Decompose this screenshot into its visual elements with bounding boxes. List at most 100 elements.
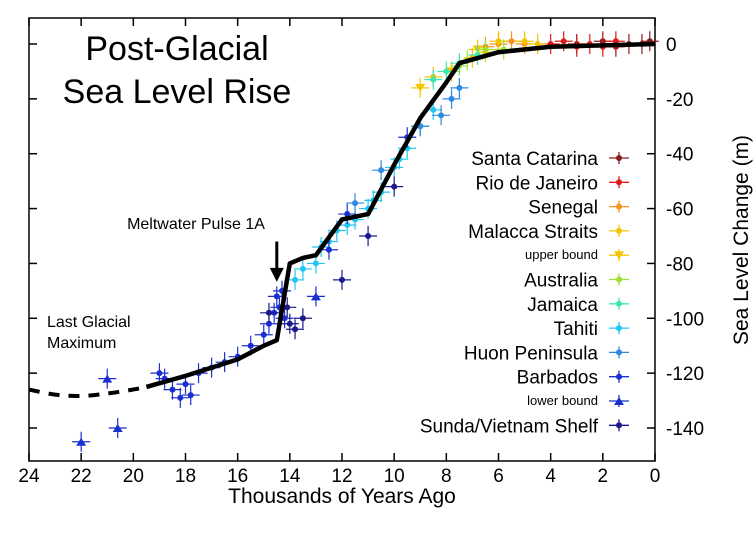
data-point — [260, 331, 267, 338]
data-point — [273, 293, 280, 300]
x-tick-label: 0 — [650, 466, 661, 487]
data-point — [495, 38, 502, 45]
data-point — [430, 106, 437, 113]
legend-marker — [616, 349, 622, 356]
data-point — [443, 68, 450, 75]
series-sunda-vietnam-shelf — [259, 176, 404, 340]
x-tick-label: 16 — [227, 466, 248, 487]
x-tick-label: 24 — [18, 466, 40, 487]
legend-marker — [616, 179, 622, 186]
y-tick-label: -60 — [666, 200, 693, 221]
x-tick-label: 18 — [175, 466, 196, 487]
trend-curves — [28, 41, 656, 398]
data-point — [265, 320, 272, 327]
x-tick-label: 2 — [598, 466, 609, 487]
data-point — [534, 41, 541, 47]
meltwater-pulse-label: Meltwater Pulse 1A — [127, 216, 265, 233]
data-point — [560, 38, 567, 45]
arrow-head — [269, 267, 284, 282]
series-lower-bound — [72, 286, 325, 452]
data-point — [391, 183, 398, 190]
x-tick-label: 4 — [545, 466, 556, 487]
data-point — [456, 84, 463, 91]
x-tick-label: 14 — [279, 466, 301, 487]
legend-label: Malacca Straits — [468, 222, 598, 243]
legend-marker — [616, 227, 622, 234]
y-axis-label: Sea Level Change (m) — [730, 135, 753, 345]
data-point — [247, 342, 254, 349]
data-point — [299, 315, 306, 322]
data-point — [187, 392, 194, 399]
data-point — [286, 320, 293, 327]
data-point — [177, 394, 184, 401]
data-point — [169, 386, 176, 393]
tick-marks — [28, 18, 656, 461]
x-tick-label: 10 — [384, 466, 405, 487]
data-point — [521, 38, 528, 45]
legend-marker — [616, 373, 622, 380]
y-tick-label: -140 — [666, 419, 704, 440]
legend-label: Sunda/Vietnam Shelf — [420, 416, 599, 437]
x-tick-label: 6 — [493, 466, 504, 487]
data-point — [292, 326, 299, 333]
y-tick-label: -20 — [666, 90, 693, 111]
data-point — [344, 211, 351, 218]
data-point — [430, 76, 437, 83]
legend-label: Barbados — [517, 368, 598, 389]
legend-label: Tahiti — [554, 319, 598, 340]
y-tick-label: 0 — [666, 35, 677, 56]
data-point — [344, 222, 351, 229]
legend-label: upper bound — [525, 247, 598, 262]
data-point — [339, 276, 345, 283]
lgm-label-line-1: Last Glacial — [47, 314, 131, 331]
legend-marker — [616, 203, 622, 210]
legend-marker — [616, 325, 622, 332]
legend-marker — [614, 397, 624, 405]
legend-marker — [616, 300, 622, 307]
data-point — [352, 200, 359, 207]
meltwater-pulse-arrow — [269, 241, 284, 282]
legend-label: Senegal — [528, 198, 598, 219]
legend-label: Huon Peninsula — [464, 343, 599, 364]
sea-level-curve — [145, 41, 656, 390]
data-point — [76, 437, 87, 446]
data-point — [508, 38, 515, 45]
x-tick-label: 20 — [123, 466, 144, 487]
x-axis-label: Thousands of Years Ago — [228, 485, 456, 508]
chart-title-line-1: Post-Glacial — [85, 30, 268, 68]
data-point — [448, 95, 455, 102]
data-point — [284, 304, 291, 311]
legend-marker — [616, 276, 622, 283]
data-point — [438, 112, 445, 119]
legend-label: lower bound — [527, 393, 598, 408]
data-point — [265, 309, 272, 316]
legend-label: Rio de Janeiro — [475, 173, 598, 194]
data-point — [325, 246, 332, 253]
legend-marker — [616, 155, 622, 161]
legend-label: Santa Catarina — [471, 149, 598, 170]
y-tick-label: -100 — [666, 309, 704, 330]
data-point — [299, 265, 306, 272]
chart-title-line-2: Sea Level Rise — [63, 73, 292, 111]
data-point — [182, 381, 189, 388]
legend-label: Jamaica — [527, 295, 598, 316]
legend-label: Australia — [524, 271, 598, 292]
legend-marker — [616, 422, 622, 429]
data-point — [612, 38, 619, 45]
series-huon-peninsula — [346, 77, 469, 214]
data-point — [281, 315, 288, 322]
data-point — [102, 374, 113, 383]
legend: Santa Catarina Rio de Janeiro Senegal Malac… — [420, 149, 629, 437]
x-tick-label: 22 — [71, 466, 92, 487]
data-point — [482, 46, 489, 53]
lgm-label-line-2: Maximum — [47, 335, 116, 352]
tick-labels: 24 22 20 18 16 14 12 10 8 6 4 2 00-20-40-60-80-100-1… — [18, 35, 704, 487]
y-tick-label: -40 — [666, 145, 693, 166]
data-point — [415, 83, 426, 92]
y-tick-label: -80 — [666, 254, 693, 275]
data-point — [312, 260, 319, 267]
data-point — [378, 167, 385, 174]
